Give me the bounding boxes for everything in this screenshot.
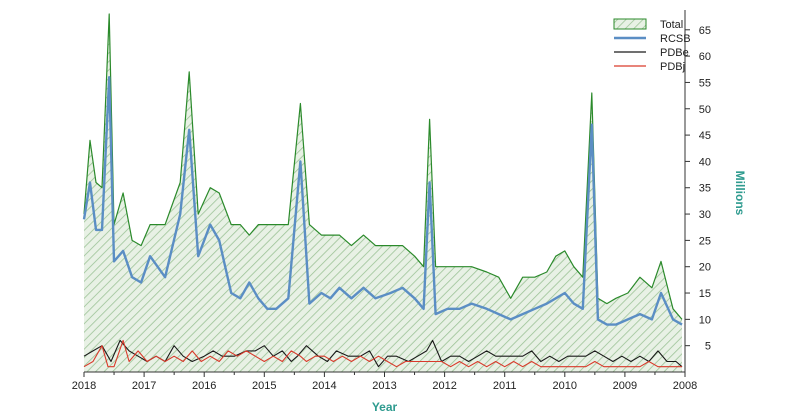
x-tick-label: 2016 xyxy=(192,380,216,392)
legend-label-total: Total xyxy=(660,19,683,31)
x-tick-label: 2010 xyxy=(553,380,577,392)
y-tick-label: 25 xyxy=(699,235,711,247)
y-tick-label: 15 xyxy=(699,288,711,300)
legend-symbol-total xyxy=(613,18,647,30)
series-total-line xyxy=(83,13,683,320)
x-tick-label: 2017 xyxy=(132,380,156,392)
x-tick-label: 2011 xyxy=(493,380,517,392)
series-total-area xyxy=(84,14,682,372)
y-tick-label: 30 xyxy=(699,209,711,221)
x-axis-title: Year xyxy=(372,400,398,414)
y-tick-label: 45 xyxy=(699,130,711,142)
y-tick-label: 60 xyxy=(699,51,711,63)
x-tick-label: 2013 xyxy=(372,380,396,392)
x-tick-label: 2014 xyxy=(312,380,336,392)
series-pdbj-line xyxy=(83,339,682,368)
y-tick-label: 35 xyxy=(699,183,711,195)
legend-label-rcsb: RCSB xyxy=(660,33,691,45)
y-tick-label: 50 xyxy=(699,104,711,116)
plot-area: 2018 2017 2016 2015 2014 2013 2012 2011 2010 2009… xyxy=(72,10,747,414)
y-tick-label: 10 xyxy=(699,314,711,326)
y-tick-label: 40 xyxy=(699,156,711,168)
legend-label-pdbe: PDBe xyxy=(660,47,689,59)
legend-label-pdbj: PDBj xyxy=(660,61,685,73)
y-tick-label: 20 xyxy=(699,262,711,274)
series-pdbe-line xyxy=(83,339,683,368)
y-tick-label: 65 xyxy=(699,25,711,37)
legend: Total RCSB PDBe PDBj xyxy=(613,18,691,73)
x-tick-label: 2012 xyxy=(432,380,456,392)
series-rcsb-line xyxy=(82,76,683,326)
x-tick-label: 2018 xyxy=(72,380,96,392)
x-tick-label: 2015 xyxy=(252,380,276,392)
y-tick-label: 55 xyxy=(699,77,711,89)
x-tick-label: 2008 xyxy=(673,380,697,392)
x-tick-label: 2009 xyxy=(613,380,637,392)
y-tick-label: 5 xyxy=(705,341,711,353)
y-axis-title: Millions xyxy=(733,171,747,216)
